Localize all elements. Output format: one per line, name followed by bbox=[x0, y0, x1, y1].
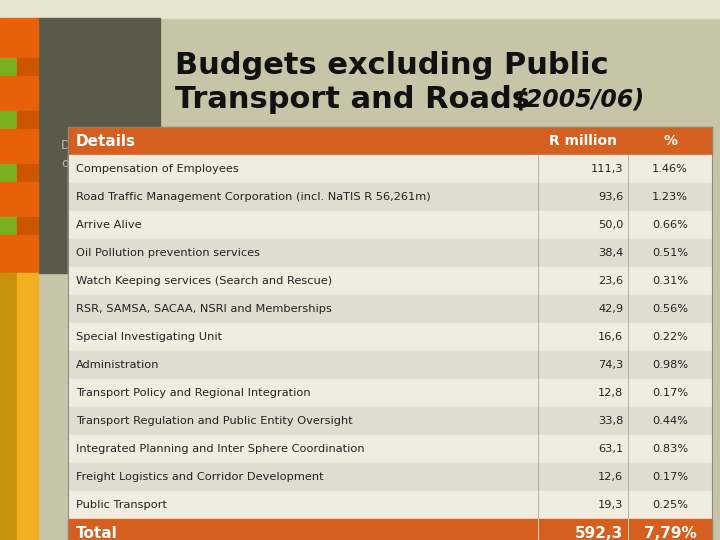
Text: Department: Department bbox=[61, 138, 137, 152]
Bar bbox=[68, 239, 712, 267]
Text: 0.25%: 0.25% bbox=[652, 500, 688, 510]
Text: RSR, SAMSA, SACAA, NSRI and Memberships: RSR, SAMSA, SACAA, NSRI and Memberships bbox=[76, 304, 332, 314]
Bar bbox=[0, 164, 17, 182]
Text: 38,4: 38,4 bbox=[598, 248, 624, 258]
Bar bbox=[68, 379, 712, 407]
Text: 1.23%: 1.23% bbox=[652, 192, 688, 202]
Bar bbox=[17, 18, 38, 58]
Text: 0.44%: 0.44% bbox=[652, 416, 688, 426]
Bar bbox=[0, 111, 17, 129]
Bar bbox=[17, 129, 38, 164]
Text: %: % bbox=[663, 134, 677, 148]
Bar bbox=[68, 519, 712, 540]
Text: 592,3: 592,3 bbox=[575, 525, 624, 540]
Text: 1.46%: 1.46% bbox=[652, 164, 688, 174]
Bar bbox=[17, 111, 38, 129]
Text: 0.83%: 0.83% bbox=[652, 444, 688, 454]
Text: (2005/06): (2005/06) bbox=[515, 88, 644, 112]
Bar bbox=[0, 182, 17, 217]
Text: R million: R million bbox=[549, 134, 617, 148]
Bar bbox=[17, 164, 38, 182]
Bar bbox=[68, 351, 712, 379]
Text: 7,79%: 7,79% bbox=[644, 525, 696, 540]
Text: 0.98%: 0.98% bbox=[652, 360, 688, 370]
Bar bbox=[68, 155, 712, 183]
Text: 0.56%: 0.56% bbox=[652, 304, 688, 314]
Text: Administration: Administration bbox=[76, 360, 160, 370]
Text: 111,3: 111,3 bbox=[590, 164, 624, 174]
Bar bbox=[38, 18, 160, 273]
Text: Total: Total bbox=[76, 525, 118, 540]
Bar bbox=[68, 127, 712, 155]
Bar bbox=[0, 129, 17, 164]
Text: 0.17%: 0.17% bbox=[652, 388, 688, 398]
Bar bbox=[68, 127, 712, 540]
Bar bbox=[68, 435, 712, 463]
Bar bbox=[17, 182, 38, 217]
Text: of Transport: of Transport bbox=[62, 157, 136, 170]
Bar bbox=[0, 58, 17, 76]
Bar bbox=[68, 323, 712, 351]
Text: Integrated Planning and Inter Sphere Coordination: Integrated Planning and Inter Sphere Coo… bbox=[76, 444, 364, 454]
Bar bbox=[0, 0, 720, 18]
Bar bbox=[68, 183, 712, 211]
Bar bbox=[68, 295, 712, 323]
Text: Budgets excluding Public: Budgets excluding Public bbox=[175, 51, 608, 79]
Bar bbox=[17, 76, 38, 111]
Text: 16,6: 16,6 bbox=[598, 332, 624, 342]
Text: Special Investigating Unit: Special Investigating Unit bbox=[76, 332, 222, 342]
Text: 93,6: 93,6 bbox=[598, 192, 624, 202]
Text: 0.51%: 0.51% bbox=[652, 248, 688, 258]
Bar bbox=[0, 217, 17, 235]
Text: Transport Policy and Regional Integration: Transport Policy and Regional Integratio… bbox=[76, 388, 310, 398]
Text: 12,8: 12,8 bbox=[598, 388, 624, 398]
Text: 23,6: 23,6 bbox=[598, 276, 624, 286]
Bar bbox=[68, 491, 712, 519]
Bar bbox=[17, 273, 38, 540]
Text: Freight Logistics and Corridor Development: Freight Logistics and Corridor Developme… bbox=[76, 472, 323, 482]
Text: Watch Keeping services (Search and Rescue): Watch Keeping services (Search and Rescu… bbox=[76, 276, 332, 286]
Text: 0.22%: 0.22% bbox=[652, 332, 688, 342]
Bar bbox=[0, 76, 17, 111]
Text: Details: Details bbox=[76, 133, 136, 148]
Text: 0.31%: 0.31% bbox=[652, 276, 688, 286]
Bar bbox=[0, 18, 17, 58]
Text: Compensation of Employees: Compensation of Employees bbox=[76, 164, 239, 174]
Text: Arrive Alive: Arrive Alive bbox=[76, 220, 142, 230]
Text: Transport and Roads: Transport and Roads bbox=[175, 85, 530, 114]
Bar bbox=[17, 235, 38, 273]
Bar bbox=[68, 463, 712, 491]
Bar bbox=[17, 217, 38, 235]
Bar bbox=[17, 58, 38, 76]
Text: Public Transport: Public Transport bbox=[76, 500, 167, 510]
Text: 12,6: 12,6 bbox=[598, 472, 624, 482]
Bar bbox=[68, 407, 712, 435]
Text: 19,3: 19,3 bbox=[598, 500, 624, 510]
Text: 0.17%: 0.17% bbox=[652, 472, 688, 482]
Text: 63,1: 63,1 bbox=[598, 444, 624, 454]
Text: 50,0: 50,0 bbox=[598, 220, 624, 230]
Text: 0.66%: 0.66% bbox=[652, 220, 688, 230]
Text: Transport Regulation and Public Entity Oversight: Transport Regulation and Public Entity O… bbox=[76, 416, 353, 426]
Text: Road Traffic Management Corporation (incl. NaTIS R 56,261m): Road Traffic Management Corporation (inc… bbox=[76, 192, 431, 202]
Bar bbox=[68, 267, 712, 295]
Text: 33,8: 33,8 bbox=[598, 416, 624, 426]
Bar bbox=[0, 273, 17, 540]
Text: 42,9: 42,9 bbox=[598, 304, 624, 314]
Text: 74,3: 74,3 bbox=[598, 360, 624, 370]
Bar bbox=[68, 211, 712, 239]
Text: Oil Pollution prevention services: Oil Pollution prevention services bbox=[76, 248, 260, 258]
Bar bbox=[0, 235, 17, 273]
